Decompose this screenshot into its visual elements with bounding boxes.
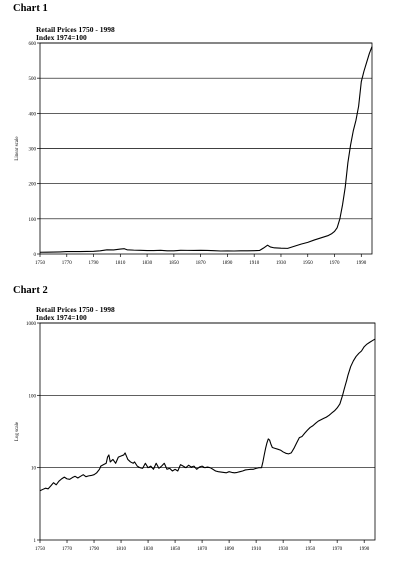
chart2-x-tick-label: 1890 xyxy=(224,547,235,552)
chart2-x-tick-label: 1810 xyxy=(116,547,127,552)
chart2-series-line-1 xyxy=(39,338,376,492)
chart2-y-tick-label: 100 xyxy=(29,394,37,399)
chart1-x-tick-label: 1950 xyxy=(303,261,314,266)
chart2-x-tick-label: 1910 xyxy=(251,547,262,552)
chart1-title: Retail Prices 1750 - 1998 xyxy=(36,25,115,34)
chart1-series-line-1 xyxy=(39,46,373,253)
chart1-y-tick-label: 500 xyxy=(29,77,37,82)
chart2-x-tick-label: 1770 xyxy=(62,547,73,552)
chart1-x-tick-label: 1770 xyxy=(62,261,73,266)
chart2-plot: 1 10 100 1000 1750 1770 1790 1810 1830 1850 1870 18… xyxy=(15,322,376,552)
chart2-x-tick-label: 1950 xyxy=(305,547,316,552)
chart2-y-tick-label: 10 xyxy=(31,467,37,472)
chart1-x-tick-label: 1990 xyxy=(356,261,367,266)
chart2-title: Retail Prices 1750 - 1998 xyxy=(36,305,115,314)
chart1-heading: Chart 1 xyxy=(13,3,48,14)
chart2-y-axis-label: Log scale xyxy=(15,421,20,441)
chart2-heading: Chart 2 xyxy=(13,285,48,296)
chart2-x-tick-label: 1990 xyxy=(359,547,370,552)
chart1-x-tick-label: 1870 xyxy=(196,261,207,266)
chart2-x-tick-label: 1790 xyxy=(89,547,100,552)
chart2-x-tick-label: 1970 xyxy=(332,547,343,552)
chart2-y-tick-label: 1 xyxy=(34,539,37,544)
chart1-x-tick-label: 1830 xyxy=(142,261,153,266)
chart1-y-tick-label: 0 xyxy=(34,253,37,258)
chart2-x-tick-label: 1870 xyxy=(197,547,208,552)
chart2-x-tick-label: 1830 xyxy=(143,547,154,552)
chart1-plot: 0 100 200 300 400 500 600 1750 1770 1790 1810 1830 1… xyxy=(15,42,373,266)
chart1-subtitle: Index 1974=100 xyxy=(36,33,87,42)
chart1-x-tick-label: 1890 xyxy=(222,261,233,266)
chart2-x-tick-label: 1750 xyxy=(35,547,46,552)
chart2-x-tick-label: 1930 xyxy=(278,547,289,552)
chart1-x-tick-label: 1750 xyxy=(35,261,46,266)
chart2-frame xyxy=(39,322,376,541)
chart1-y-tick-label: 600 xyxy=(29,42,37,47)
chart1-y-tick-label: 100 xyxy=(29,218,37,223)
chart1-x-tick-label: 1850 xyxy=(169,261,180,266)
chart1-x-tick-label: 1910 xyxy=(249,261,260,266)
chart1-x-tick-label: 1970 xyxy=(330,261,341,266)
chart2-subtitle: Index 1974=100 xyxy=(36,313,87,322)
chart2-x-tick-label: 1850 xyxy=(170,547,181,552)
chart1-y-axis-label: Linear scale xyxy=(15,136,20,161)
chart1-y-tick-label: 400 xyxy=(29,112,37,117)
chart2-y-tick-label: 1000 xyxy=(26,322,37,327)
chart1-x-tick-label: 1810 xyxy=(115,261,126,266)
chart1-x-tick-label: 1790 xyxy=(89,261,100,266)
chart1-x-tick-label: 1930 xyxy=(276,261,287,266)
chart1-y-tick-label: 200 xyxy=(29,183,37,188)
chart1-y-tick-label: 300 xyxy=(29,148,37,153)
